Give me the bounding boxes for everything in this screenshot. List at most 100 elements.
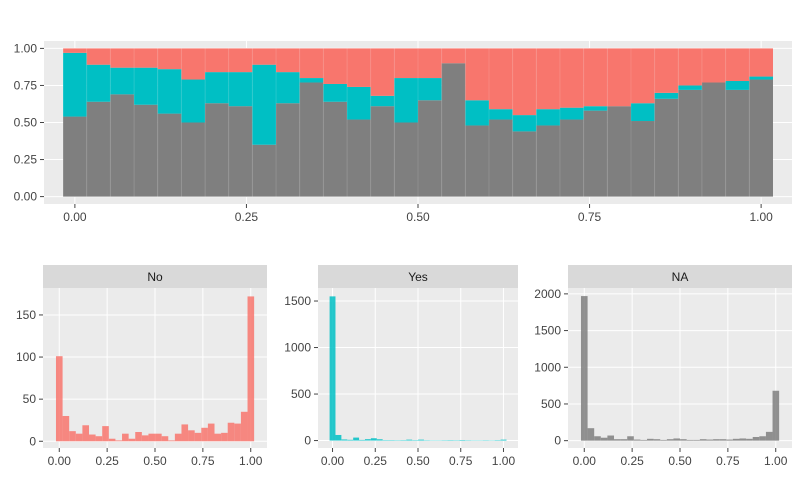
histogram-bar [347,439,354,441]
histogram-bar [686,439,694,441]
histogram-bar [194,432,202,442]
bar-segment-na [134,104,158,197]
bar-segment-no [654,48,679,93]
histogram-bar [587,428,595,441]
bar-segment-na [630,121,655,197]
bar-segment-no [441,48,466,64]
bar-segment-yes [110,67,135,95]
bar-segment-yes [252,64,277,145]
histogram-bar [188,430,195,442]
bar-segment-na [228,106,253,197]
histogram-bar [580,296,588,441]
bar-segment-na [181,122,206,197]
y-tick-label: 1000 [284,341,311,355]
bar-segment-na [299,82,324,197]
bar-segment-no [86,48,111,65]
bar-segment-no [559,48,584,108]
histogram-bar [181,424,189,442]
histogram-bar [614,439,621,441]
bar-segment-yes [418,78,442,101]
bar-segment-na [654,98,679,197]
bar-segment-yes [86,64,111,102]
histogram-bar [759,436,766,441]
bar-segment-yes [749,76,773,80]
histogram-bar [55,356,63,442]
histogram-bar [673,438,681,441]
bar-segment-no [701,48,726,83]
bar-segment-no [630,48,655,104]
x-tick-label: 0.75 [716,454,740,468]
bar-segment-no [299,48,324,79]
bar-segment-no [157,48,182,70]
histogram-bar [62,416,70,442]
histogram-bar [102,426,109,442]
y-tick-label: 500 [291,387,311,401]
bar-segment-no [418,48,442,79]
bar-segment-no [678,48,702,86]
bar-segment-yes [583,106,608,111]
bar-segment-na [110,94,135,197]
bar-segment-na [418,100,442,197]
histogram-bar [406,439,413,441]
histogram-bar [141,435,149,442]
facet-strip [568,265,792,288]
bar-segment-no [725,48,750,82]
x-tick-label: 0.00 [48,454,72,468]
bar-segment-no [252,48,277,65]
x-tick-label: 0.50 [406,454,430,468]
bar-segment-na [559,119,584,197]
histogram-bar [95,436,103,442]
histogram-bar [122,433,129,442]
histogram-bar [772,390,780,441]
histogram-bar [174,433,182,442]
bar-segment-yes [512,115,537,132]
bar-segment-no [607,48,632,107]
x-tick-label: 0.75 [191,454,215,468]
x-tick-label: 0.25 [364,454,388,468]
histogram-bar [726,439,733,441]
histogram-bar [135,432,142,442]
bar-segment-no [488,48,513,110]
histogram-bar [155,433,162,442]
bar-segment-yes [630,103,655,122]
facet-strip-label: Yes [408,270,428,284]
bar-segment-no [512,48,537,116]
y-tick-label: 1500 [534,324,561,338]
x-tick-label: 1.00 [764,454,788,468]
histogram-bar [500,439,507,441]
facet-strip [318,265,518,288]
bar-segment-na [323,101,348,197]
bar-segment-na [536,125,560,197]
histogram-bar [732,438,740,441]
bar-segment-no [205,48,229,73]
bar-segment-no [347,48,371,87]
histogram-bar [594,436,601,441]
x-tick-label: 0.00 [573,454,597,468]
bar-segment-yes [63,52,87,117]
histogram-bar [376,439,383,441]
y-tick-label: 500 [541,397,561,411]
bar-segment-na [252,144,277,197]
histogram-bar [240,411,248,442]
y-tick-label: 0 [554,434,561,448]
bar-segment-yes [465,100,490,126]
bar-segment-na [512,131,537,197]
bar-segment-yes [181,79,206,123]
bar-segment-no [110,48,135,68]
histogram-bar [75,433,83,442]
histogram-bar [128,438,136,442]
histogram-bar [353,437,360,441]
bar-segment-yes [559,107,584,120]
histogram-bar [633,439,641,441]
bar-segment-no [276,48,300,73]
y-tick-label: 0 [304,434,311,448]
x-tick-label: 0.00 [321,454,345,468]
histogram-bar [418,439,424,441]
x-tick-label: 0.50 [406,210,430,224]
bar-segment-yes [370,95,395,107]
chart-panel-top: 0.00 0.25 0.50 0.75 1.00 0.00 0.25 0.50 0.75 1.00 [14,41,792,224]
bar-segment-na [583,110,608,197]
histogram-bar [719,439,727,441]
bar-segment-na [276,103,300,197]
